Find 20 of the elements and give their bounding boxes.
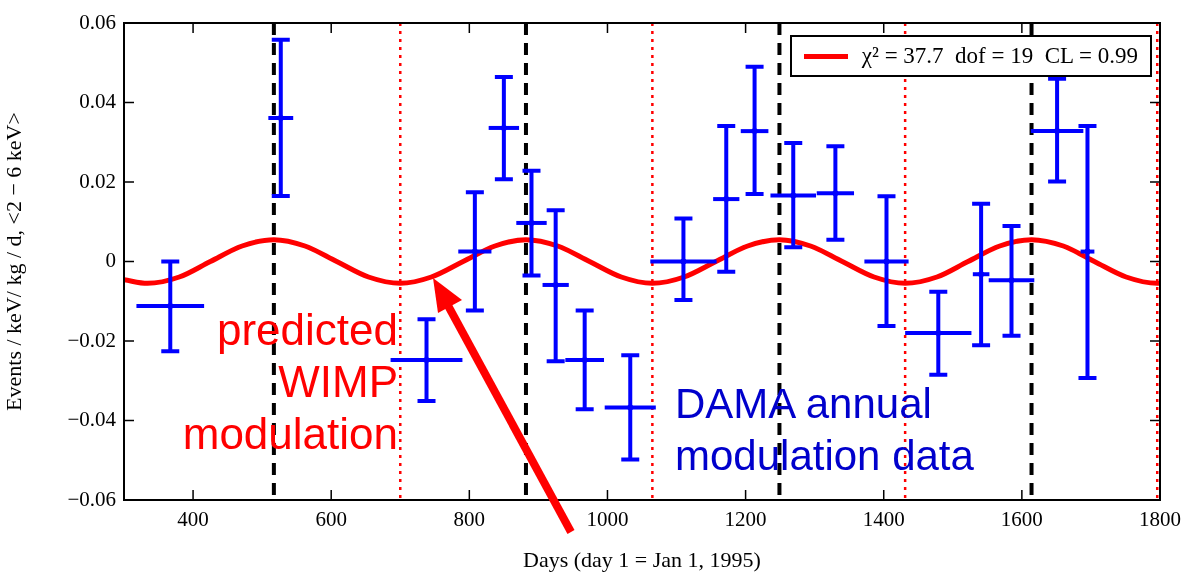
- y-tick-label: −0.04: [67, 407, 117, 432]
- y-axis-title: Events / keV/ kg / d, <2 − 6 keV>: [0, 112, 26, 411]
- x-tick-label: 1800: [1139, 507, 1181, 532]
- x-axis-title: Days (day 1 = Jan 1, 1995): [523, 546, 761, 572]
- annotation: predicted WIMP modulation: [181, 304, 398, 460]
- x-tick-label: 1200: [724, 507, 767, 532]
- y-tick-label: 0: [105, 248, 116, 273]
- y-tick-label: 0.06: [79, 9, 116, 34]
- x-tick-label: 1000: [586, 507, 629, 532]
- x-tick-label: 1400: [862, 507, 905, 532]
- x-tick-label: 1600: [1000, 507, 1043, 532]
- x-tick-label: 400: [177, 507, 209, 532]
- y-tick-label: −0.06: [67, 486, 116, 511]
- y-tick-label: −0.02: [67, 327, 116, 352]
- x-tick-label: 800: [453, 507, 486, 532]
- legend-label: χ² = 37.7 dof = 19 CL = 0.99: [861, 43, 1138, 69]
- y-tick-label: 0.02: [79, 168, 116, 193]
- annotation: DAMA annual modulation data: [675, 379, 975, 481]
- y-tick-label: 0.04: [79, 89, 117, 114]
- x-tick-label: 600: [315, 507, 347, 532]
